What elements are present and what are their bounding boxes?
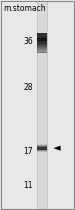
Bar	[37, 50, 46, 51]
Text: 36: 36	[23, 37, 33, 46]
Bar	[37, 41, 46, 42]
Bar	[37, 42, 46, 43]
Text: 11: 11	[24, 181, 33, 190]
Bar	[37, 33, 46, 34]
Bar	[37, 149, 46, 150]
Bar	[37, 38, 46, 39]
Bar	[37, 36, 46, 37]
Bar	[37, 49, 46, 50]
Bar	[37, 151, 46, 152]
Bar	[37, 46, 46, 47]
Bar	[37, 52, 46, 53]
Bar	[37, 37, 46, 38]
Bar	[37, 47, 46, 48]
Bar	[37, 147, 46, 148]
Bar	[37, 39, 46, 40]
Text: m.stomach: m.stomach	[4, 4, 46, 13]
Bar	[37, 35, 46, 36]
Bar	[37, 150, 46, 151]
Bar	[37, 1, 47, 209]
Bar	[37, 48, 46, 49]
Bar	[37, 40, 46, 41]
Bar	[37, 43, 46, 44]
Bar	[37, 37, 46, 38]
Bar	[37, 144, 46, 145]
Text: 28: 28	[24, 83, 33, 92]
Bar	[37, 48, 46, 49]
Polygon shape	[53, 146, 61, 151]
Bar	[37, 45, 46, 46]
Bar	[37, 44, 46, 45]
Bar	[37, 34, 46, 35]
Text: 17: 17	[24, 147, 33, 156]
Bar	[37, 148, 46, 149]
Bar	[37, 36, 46, 37]
Bar	[37, 146, 46, 147]
Bar	[37, 145, 46, 146]
Bar	[37, 43, 46, 44]
Bar	[37, 51, 46, 52]
